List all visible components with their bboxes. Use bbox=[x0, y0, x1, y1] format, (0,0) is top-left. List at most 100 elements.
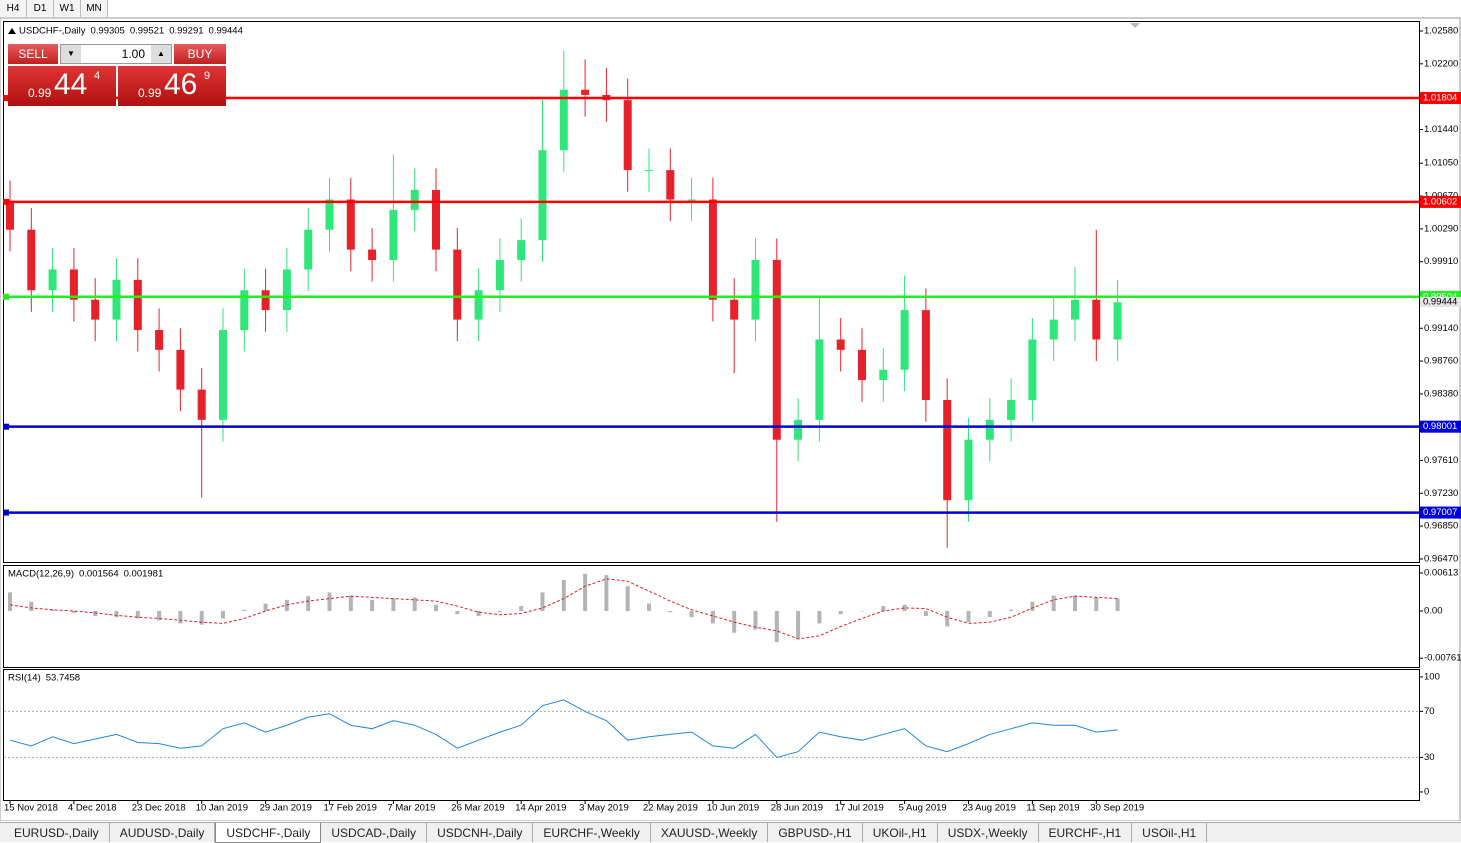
x-tick-label: 29 Jan 2019 bbox=[260, 803, 312, 814]
candle-body bbox=[858, 349, 866, 381]
candle-body bbox=[559, 89, 568, 151]
candle-body bbox=[304, 229, 313, 270]
macd-bar bbox=[263, 603, 268, 612]
timeframe-button[interactable]: MN bbox=[81, 0, 108, 17]
chart-tab[interactable]: USOil-,H1 bbox=[1132, 823, 1208, 842]
candle-body bbox=[133, 279, 142, 330]
chart-tab[interactable]: AUDUSD-,Daily bbox=[110, 823, 216, 842]
timeframe-button[interactable]: H4 bbox=[0, 0, 27, 17]
fraction: 4 bbox=[94, 70, 101, 82]
y-tick-label: 0.98380 bbox=[1424, 388, 1458, 399]
big-figure: 0.99 bbox=[138, 86, 162, 100]
y-tick-label: 1.02200 bbox=[1424, 58, 1458, 69]
macd-bar bbox=[796, 611, 801, 639]
collapse-icon[interactable] bbox=[8, 28, 16, 34]
pips: 46 bbox=[164, 68, 198, 101]
main-frame bbox=[3, 21, 1420, 563]
macd-bar bbox=[242, 609, 247, 612]
x-tick-label: 30 Sep 2019 bbox=[1090, 803, 1144, 814]
y-tick-label: 0.98760 bbox=[1424, 356, 1458, 367]
y-tick-label: 1.02580 bbox=[1424, 26, 1458, 37]
candle-body bbox=[900, 310, 909, 370]
macd-bar bbox=[1051, 595, 1056, 612]
candle-body bbox=[432, 189, 440, 250]
chart-tab[interactable]: USDCAD-,Daily bbox=[321, 823, 428, 842]
macd-bar bbox=[625, 586, 630, 612]
chart-tab[interactable]: USDCNH-,Daily bbox=[427, 823, 534, 842]
volume-value[interactable]: 1.00 bbox=[121, 47, 145, 61]
level-anchor bbox=[3, 95, 9, 102]
chart-tab[interactable]: EURCHF-,H1 bbox=[1039, 823, 1133, 842]
trade-panel: SELL ▼ 1.00 ▲ BUY 0.99 44 4 0.99 46 9 bbox=[6, 43, 227, 107]
signal-line bbox=[9, 578, 1118, 640]
current-price-label: 0.99444 bbox=[1423, 296, 1457, 307]
macd-bar bbox=[348, 595, 353, 612]
pips: 44 bbox=[54, 68, 88, 101]
candle-body bbox=[1113, 302, 1122, 340]
chart-tab[interactable]: EURCHF-,Weekly bbox=[533, 823, 651, 842]
chart-tab[interactable]: XAUUSD-,Weekly bbox=[651, 823, 769, 842]
macd-bar bbox=[583, 573, 588, 612]
candle-body bbox=[666, 170, 675, 200]
macd-bar bbox=[391, 598, 396, 612]
chart-tab[interactable]: EURUSD-,Daily bbox=[4, 823, 110, 842]
candle-body bbox=[1007, 399, 1016, 420]
x-tick-label: 7 Mar 2019 bbox=[387, 803, 435, 814]
candle-body bbox=[27, 229, 36, 291]
candle-body bbox=[282, 269, 291, 311]
candle-body bbox=[495, 259, 504, 291]
y-tick-label: 0.96470 bbox=[1424, 553, 1458, 564]
x-tick-label: 3 May 2019 bbox=[579, 803, 629, 814]
candle-body bbox=[879, 369, 888, 381]
y-tick-label: 70 bbox=[1424, 706, 1435, 717]
macd-bar bbox=[881, 606, 886, 612]
macd-bar bbox=[1073, 595, 1077, 612]
y-tick-label: 1.01050 bbox=[1424, 158, 1458, 169]
x-tick-label: 4 Dec 2018 bbox=[68, 803, 117, 814]
candle-body bbox=[538, 150, 547, 241]
chart-tab[interactable]: GBPUSD-,H1 bbox=[768, 823, 863, 842]
sell-price[interactable]: 0.99 44 4 bbox=[8, 66, 116, 106]
macd-bar bbox=[50, 609, 55, 612]
macd-bar bbox=[774, 611, 779, 643]
window-frame bbox=[0, 17, 1461, 821]
level-label-box bbox=[1420, 506, 1461, 519]
macd-bar bbox=[647, 603, 651, 612]
candle-body bbox=[581, 89, 590, 95]
level-anchor bbox=[3, 509, 9, 516]
macd-bar bbox=[668, 611, 673, 613]
macd-bar bbox=[434, 604, 438, 612]
timeframe-button[interactable]: W1 bbox=[54, 0, 81, 17]
volume-up[interactable]: ▲ bbox=[151, 45, 171, 63]
fraction: 9 bbox=[204, 70, 211, 82]
macd-bar bbox=[1115, 598, 1120, 612]
volume-down[interactable]: ▼ bbox=[61, 45, 81, 63]
y-tick-label: 0.00 bbox=[1424, 606, 1443, 617]
candle-body bbox=[176, 349, 185, 390]
rsi-line bbox=[9, 699, 1118, 758]
volume-box[interactable]: ▼ 1.00 ▲ bbox=[60, 44, 172, 64]
buy-price[interactable]: 0.99 46 9 bbox=[118, 66, 226, 106]
candle-body bbox=[112, 279, 121, 320]
x-tick-label: 28 Jun 2019 bbox=[771, 803, 823, 814]
macd-bar bbox=[838, 611, 843, 615]
sell-button[interactable]: SELL bbox=[8, 44, 58, 64]
candle-body bbox=[645, 170, 653, 172]
x-tick-label: 26 Mar 2019 bbox=[451, 803, 504, 814]
level-label-box bbox=[1420, 420, 1461, 433]
ohlc-readout: 0.99521 bbox=[130, 26, 164, 37]
timeframe-button[interactable]: D1 bbox=[27, 0, 54, 17]
macd-bar bbox=[497, 611, 502, 613]
macd-bar bbox=[817, 611, 822, 624]
buy-button[interactable]: BUY bbox=[174, 44, 226, 64]
candle-body bbox=[985, 419, 994, 440]
macd-bar bbox=[966, 611, 971, 623]
candle-body bbox=[1092, 299, 1101, 340]
indicator-readout: 0.001564 bbox=[79, 569, 119, 580]
macd-bar bbox=[1030, 601, 1035, 612]
chart-tab[interactable]: USDX-,Weekly bbox=[938, 823, 1039, 842]
candle-body bbox=[69, 269, 78, 300]
chart-tab[interactable]: USDCHF-,Daily bbox=[215, 823, 322, 843]
chart-tab[interactable]: UKOil-,H1 bbox=[863, 823, 938, 842]
